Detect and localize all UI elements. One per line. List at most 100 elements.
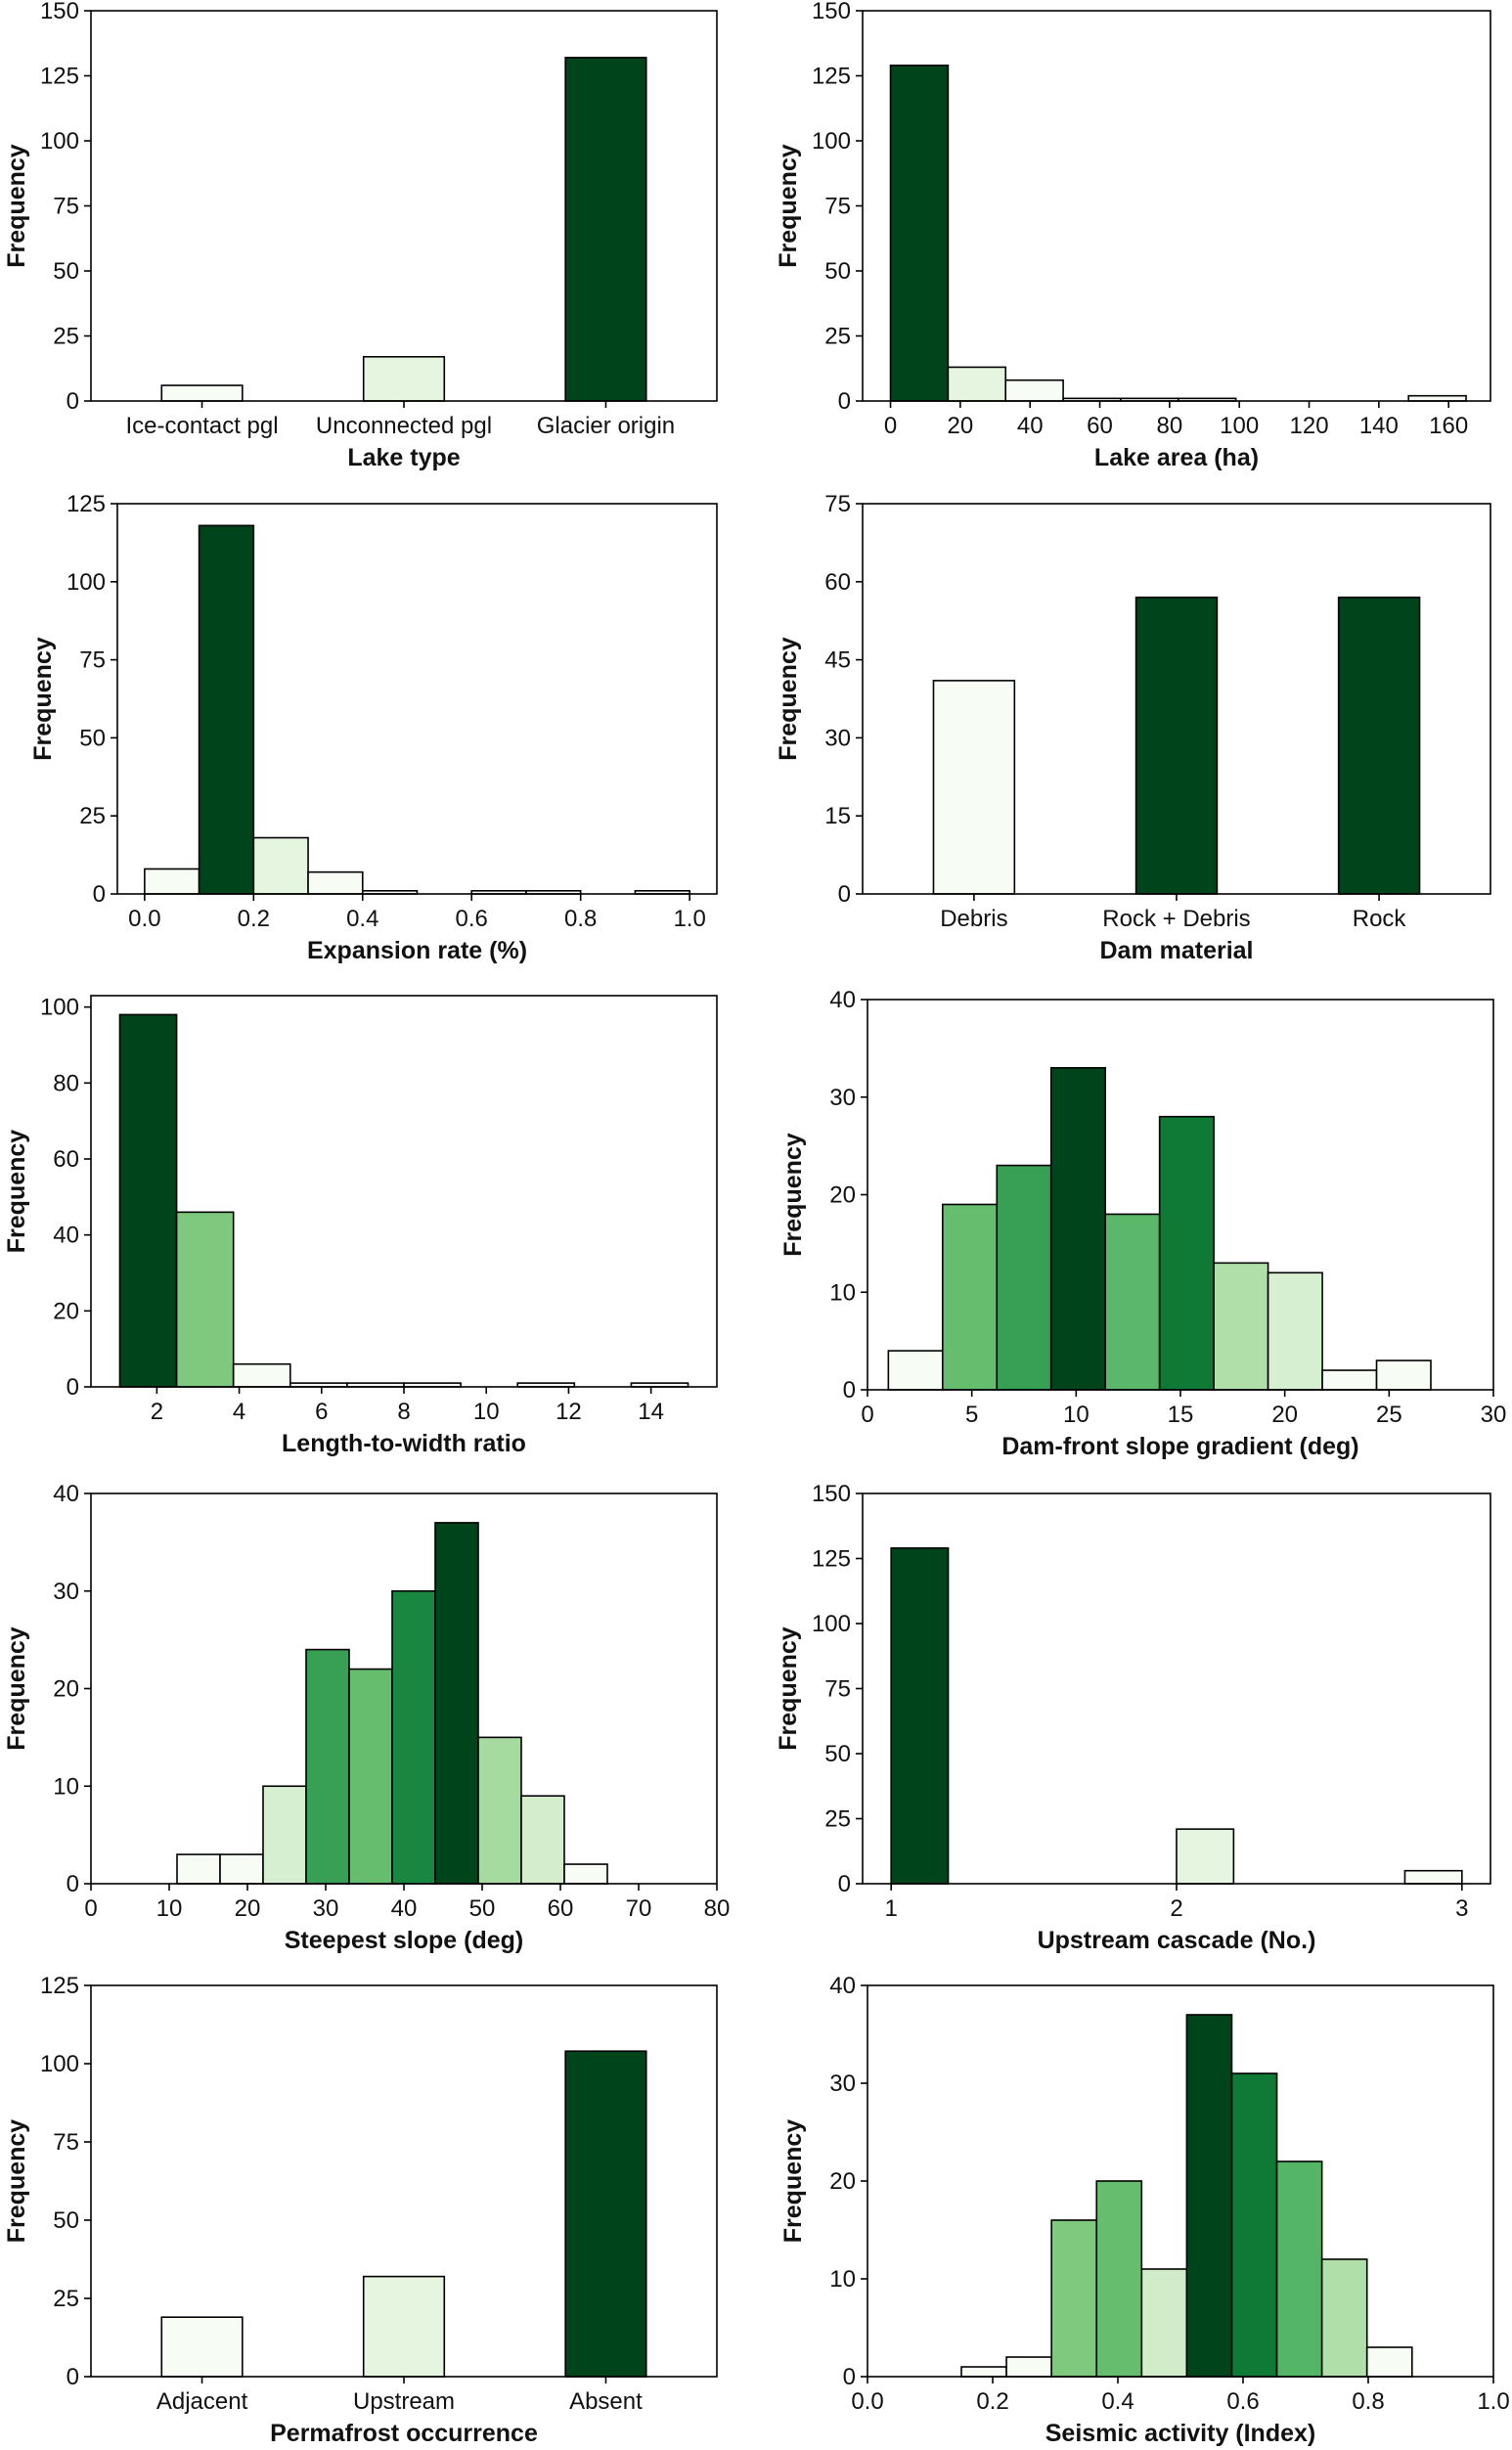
y-tick-label-lake-area-1: 25 bbox=[824, 324, 851, 350]
x-tick-label-seismic-activity-0: 0.0 bbox=[851, 2388, 883, 2415]
x-tick-label-lake-type-1: Unconnected pgl bbox=[316, 413, 492, 439]
y-tick-label-upstream-cascade-3: 75 bbox=[824, 1676, 851, 1703]
y-axis-label-dam-material: Frequency bbox=[775, 637, 802, 761]
chart-upstream-cascade: 0 25 50 75 100 125 150 1 2 3 Upstream cascade (No.… bbox=[775, 1481, 1491, 1954]
bar-dam-front-slope-gradient-6 bbox=[1213, 1262, 1269, 1391]
x-axis-label-steepest-slope: Steepest slope (deg) bbox=[285, 1927, 524, 1954]
x-tick-label-seismic-activity-4: 0.8 bbox=[1352, 2388, 1384, 2415]
x-tick-label-dam-front-slope-gradient-2: 10 bbox=[1063, 1402, 1090, 1428]
y-axis-label-permafrost-occurrence: Frequency bbox=[3, 2119, 30, 2244]
y-axis-label-upstream-cascade: Frequency bbox=[775, 1626, 802, 1751]
x-axis-label-dam-material: Dam material bbox=[1099, 937, 1253, 964]
x-tick-label-expansion-rate-0: 0.0 bbox=[128, 906, 160, 932]
y-tick-label-dam-front-slope-gradient-0: 0 bbox=[843, 1377, 856, 1403]
y-tick-label-lake-area-0: 0 bbox=[838, 388, 851, 415]
bar-dam-front-slope-gradient-5 bbox=[1158, 1115, 1215, 1391]
bar-seismic-activity-5 bbox=[1185, 2014, 1233, 2378]
bar-seismic-activity-3 bbox=[1095, 2180, 1143, 2378]
y-tick-label-seismic-activity-0: 0 bbox=[843, 2364, 856, 2390]
x-tick-label-lake-type-2: Glacier origin bbox=[537, 413, 675, 439]
y-axis-label-seismic-activity: Frequency bbox=[779, 2119, 807, 2244]
x-tick-label-dam-front-slope-gradient-4: 20 bbox=[1271, 1402, 1298, 1428]
x-tick-label-lake-area-7: 140 bbox=[1359, 413, 1399, 439]
x-tick-label-length-to-width-ratio-5: 12 bbox=[556, 1399, 582, 1425]
chart-length-to-width-ratio: 0 20 40 60 80 100 2 4 6 8 10 12 14 Length-to-width ra… bbox=[3, 995, 718, 1457]
y-tick-label-length-to-width-ratio-3: 60 bbox=[53, 1146, 79, 1173]
bar-lake-type-1 bbox=[362, 355, 446, 402]
y-axis-label-lake-area: Frequency bbox=[775, 144, 802, 268]
bar-lake-area-2 bbox=[1004, 379, 1064, 402]
chart-permafrost-occurrence: 0 25 50 75 100 125 Adjacent Upstream Absent Perma… bbox=[3, 1973, 718, 2447]
x-tick-label-upstream-cascade-1: 2 bbox=[1170, 1895, 1182, 1922]
y-tick-label-steepest-slope-2: 20 bbox=[53, 1676, 79, 1703]
y-tick-label-steepest-slope-4: 40 bbox=[53, 1481, 79, 1507]
bar-dam-front-slope-gradient-4 bbox=[1104, 1213, 1161, 1391]
bar-dam-front-slope-gradient-8 bbox=[1321, 1369, 1378, 1391]
y-tick-label-permafrost-occurrence-4: 100 bbox=[40, 2051, 79, 2077]
bar-permafrost-occurrence-2 bbox=[564, 2050, 647, 2378]
x-tick-label-length-to-width-ratio-6: 14 bbox=[638, 1399, 664, 1425]
y-tick-label-lake-area-3: 75 bbox=[824, 194, 851, 220]
x-axis-label-seismic-activity: Seismic activity (Index) bbox=[1045, 2420, 1316, 2447]
y-tick-label-lake-type-4: 100 bbox=[40, 128, 79, 155]
y-axis-label-dam-front-slope-gradient: Frequency bbox=[779, 1133, 807, 1257]
x-tick-label-seismic-activity-1: 0.2 bbox=[976, 2388, 1008, 2415]
chart-lake-type: 0 25 50 75 100 125 150 Ice-contact pgl Unconnect… bbox=[3, 0, 718, 471]
chart-seismic-activity: 0 10 20 30 40 0.0 0.2 0.4 0.6 0.8 1.0 Seismic activ… bbox=[779, 1973, 1510, 2447]
y-tick-label-expansion-rate-3: 75 bbox=[79, 647, 106, 674]
bar-expansion-rate-2 bbox=[252, 836, 309, 895]
bar-dam-front-slope-gradient-2 bbox=[996, 1164, 1052, 1391]
y-tick-label-dam-material-0: 0 bbox=[838, 881, 851, 908]
bar-upstream-cascade-5 bbox=[1176, 1828, 1235, 1885]
x-tick-label-permafrost-occurrence-2: Absent bbox=[569, 2388, 643, 2415]
y-tick-label-expansion-rate-2: 50 bbox=[79, 725, 106, 751]
y-tick-label-length-to-width-ratio-2: 40 bbox=[53, 1223, 79, 1249]
y-tick-label-permafrost-occurrence-1: 25 bbox=[53, 2286, 79, 2312]
x-tick-label-dam-front-slope-gradient-3: 15 bbox=[1168, 1402, 1194, 1428]
x-tick-label-lake-area-4: 80 bbox=[1157, 413, 1183, 439]
bar-permafrost-occurrence-1 bbox=[362, 2275, 446, 2378]
bar-dam-front-slope-gradient-3 bbox=[1049, 1067, 1106, 1391]
bar-length-to-width-ratio-0 bbox=[118, 1013, 178, 1388]
bar-seismic-activity-6 bbox=[1230, 2072, 1278, 2378]
x-tick-label-expansion-rate-4: 0.8 bbox=[564, 906, 597, 932]
bar-steepest-slope-2 bbox=[262, 1785, 307, 1885]
bar-seismic-activity-7 bbox=[1275, 2160, 1323, 2378]
y-tick-label-length-to-width-ratio-5: 100 bbox=[40, 995, 79, 1021]
y-tick-label-upstream-cascade-0: 0 bbox=[838, 1871, 851, 1897]
x-tick-label-seismic-activity-3: 0.6 bbox=[1226, 2388, 1259, 2415]
y-tick-label-expansion-rate-4: 100 bbox=[67, 569, 106, 596]
bar-steepest-slope-3 bbox=[305, 1648, 350, 1885]
x-tick-label-lake-area-2: 40 bbox=[1017, 413, 1044, 439]
x-axis-label-dam-front-slope-gradient: Dam-front slope gradient (deg) bbox=[1001, 1433, 1358, 1460]
y-tick-label-lake-type-0: 0 bbox=[67, 388, 79, 415]
x-axis-label-lake-area: Lake area (ha) bbox=[1094, 444, 1259, 471]
x-tick-label-steepest-slope-4: 40 bbox=[391, 1895, 418, 1922]
bar-steepest-slope-4 bbox=[348, 1668, 393, 1885]
bar-seismic-activity-2 bbox=[1050, 2219, 1098, 2378]
bar-seismic-activity-8 bbox=[1320, 2258, 1368, 2378]
x-tick-label-dam-material-0: Debris bbox=[940, 906, 1007, 932]
y-tick-label-upstream-cascade-4: 100 bbox=[812, 1611, 851, 1637]
y-tick-label-dam-front-slope-gradient-3: 30 bbox=[829, 1085, 856, 1111]
y-tick-label-lake-area-5: 125 bbox=[812, 64, 851, 90]
x-tick-label-steepest-slope-8: 80 bbox=[704, 1895, 731, 1922]
y-tick-label-permafrost-occurrence-5: 125 bbox=[40, 1973, 79, 1999]
x-tick-label-permafrost-occurrence-0: Adjacent bbox=[156, 2388, 248, 2415]
x-axis-label-expansion-rate: Expansion rate (%) bbox=[307, 937, 527, 964]
plot-frame-expansion-rate bbox=[116, 503, 718, 895]
x-tick-label-steepest-slope-2: 20 bbox=[235, 1895, 261, 1922]
bar-dam-material-2 bbox=[1337, 596, 1421, 895]
bar-seismic-activity-4 bbox=[1140, 2268, 1188, 2378]
y-tick-label-dam-material-2: 30 bbox=[824, 725, 851, 751]
x-axis-label-upstream-cascade: Upstream cascade (No.) bbox=[1038, 1927, 1316, 1954]
bar-permafrost-occurrence-0 bbox=[160, 2316, 244, 2378]
y-tick-label-expansion-rate-5: 125 bbox=[67, 491, 106, 517]
x-tick-label-dam-front-slope-gradient-5: 25 bbox=[1376, 1402, 1402, 1428]
x-tick-label-upstream-cascade-0: 1 bbox=[885, 1895, 898, 1922]
plot-frame-lake-area bbox=[862, 10, 1491, 402]
x-axis-label-length-to-width-ratio: Length-to-width ratio bbox=[282, 1430, 526, 1457]
x-axis-label-permafrost-occurrence: Permafrost occurrence bbox=[270, 2420, 538, 2447]
bar-dam-material-1 bbox=[1134, 596, 1219, 895]
